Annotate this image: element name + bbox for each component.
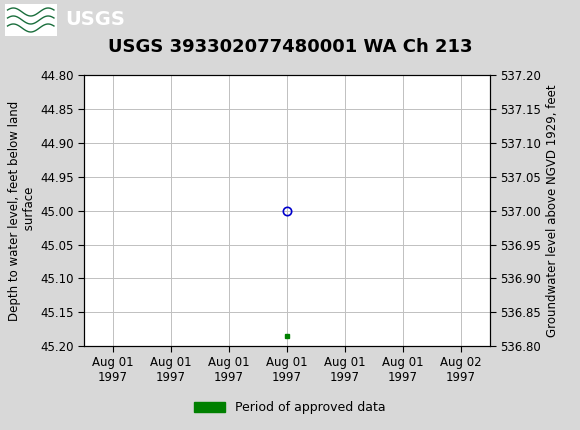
Legend: Period of approved data: Period of approved data <box>189 396 391 419</box>
Text: USGS: USGS <box>66 10 125 30</box>
Text: USGS 393302077480001 WA Ch 213: USGS 393302077480001 WA Ch 213 <box>108 38 472 56</box>
Y-axis label: Depth to water level, feet below land
 surface: Depth to water level, feet below land su… <box>8 101 36 321</box>
Bar <box>5 4 57 36</box>
Y-axis label: Groundwater level above NGVD 1929, feet: Groundwater level above NGVD 1929, feet <box>546 84 559 337</box>
